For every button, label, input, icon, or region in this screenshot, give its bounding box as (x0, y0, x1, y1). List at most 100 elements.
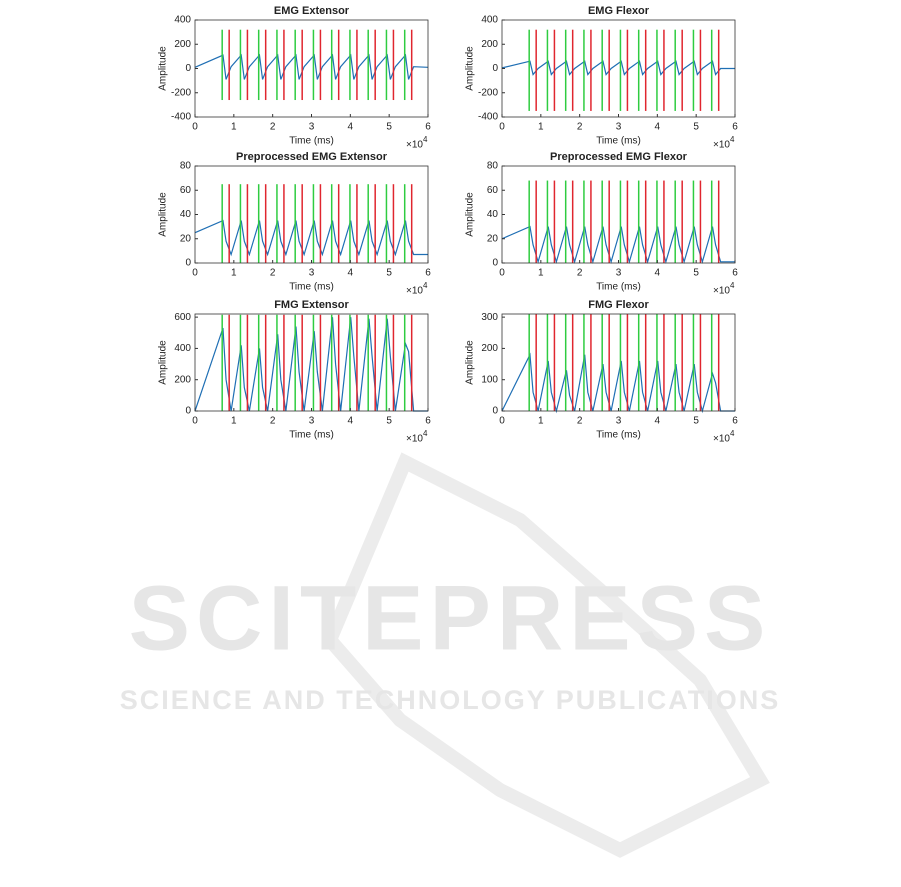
y-tick-label: 0 (492, 258, 498, 269)
y-tick-label: 200 (481, 39, 498, 50)
x-tick-label: 4 (655, 122, 661, 133)
x-offset-exponent: 4 (423, 281, 428, 290)
x-tick-label: 1 (231, 268, 237, 279)
x-axis-label: Time (ms) (289, 136, 334, 147)
y-tick-label: 300 (481, 312, 498, 323)
x-axis-label: Time (ms) (289, 282, 334, 293)
x-tick-label: 3 (616, 268, 622, 279)
subplot: 0 1 2 3 4 5 6 0 200 400 600 FMG Extensor Time (ms) Am… (158, 299, 432, 445)
y-tick-label: 0 (185, 406, 191, 417)
x-tick-label: 0 (192, 122, 198, 133)
y-tick-label: -200 (478, 87, 498, 98)
y-axis-label: Amplitude (465, 340, 476, 385)
y-tick-label: -400 (478, 112, 498, 123)
y-tick-label: 40 (180, 209, 192, 220)
x-tick-label: 0 (192, 416, 198, 427)
x-axis-label: Time (ms) (289, 430, 334, 441)
x-offset-exponent: 4 (730, 135, 735, 144)
y-tick-label: 200 (174, 374, 191, 385)
x-tick-label: 5 (386, 122, 392, 133)
x-tick-label: 0 (192, 268, 198, 279)
x-tick-label: 2 (270, 268, 276, 279)
x-tick-label: 6 (732, 416, 738, 427)
y-tick-label: 0 (492, 406, 498, 417)
x-tick-label: 4 (348, 268, 354, 279)
y-tick-label: 600 (174, 312, 191, 323)
y-axis-label: Amplitude (158, 340, 169, 385)
y-tick-label: 0 (492, 63, 498, 74)
x-offset-base: ×10 (713, 286, 730, 297)
x-tick-label: 3 (309, 416, 315, 427)
x-tick-label: 6 (425, 122, 431, 133)
x-offset-exponent: 4 (423, 429, 428, 438)
y-axis-label: Amplitude (465, 46, 476, 91)
x-tick-label: 4 (655, 416, 661, 427)
y-tick-label: 20 (487, 233, 499, 244)
x-tick-label: 1 (538, 268, 544, 279)
y-tick-label: 40 (487, 209, 499, 220)
x-offset-base: ×10 (406, 286, 423, 297)
x-tick-label: 5 (386, 268, 392, 279)
x-offset-exponent: 4 (423, 135, 428, 144)
y-tick-label: 100 (481, 374, 498, 385)
subplot: 0 1 2 3 4 5 6 -400 -200 0 200 400 EMG Flexor Time (ms… (465, 5, 739, 151)
y-tick-label: -400 (171, 112, 191, 123)
x-tick-label: 2 (577, 122, 583, 133)
x-tick-label: 5 (693, 122, 699, 133)
y-tick-label: 60 (487, 185, 499, 196)
y-tick-label: 200 (174, 39, 191, 50)
y-tick-label: 20 (180, 233, 192, 244)
x-tick-label: 4 (655, 268, 661, 279)
y-tick-label: 400 (174, 343, 191, 354)
subplot-title: Preprocessed EMG Extensor (236, 151, 388, 163)
x-tick-label: 2 (270, 416, 276, 427)
x-tick-label: 4 (348, 416, 354, 427)
y-tick-label: 0 (185, 258, 191, 269)
watermark-brand: SCITEPRESS (129, 567, 772, 669)
x-tick-label: 5 (693, 268, 699, 279)
x-tick-label: 3 (616, 122, 622, 133)
x-tick-label: 6 (425, 416, 431, 427)
x-tick-label: 1 (231, 122, 237, 133)
watermark-tagline: SCIENCE AND TECHNOLOGY PUBLICATIONS (120, 685, 781, 715)
subplot-title: EMG Flexor (588, 5, 650, 17)
subplot: 0 1 2 3 4 5 6 0 100 200 300 FMG Flexor Time (ms) Ampl… (465, 299, 739, 445)
watermark: SCITEPRESS SCIENCE AND TECHNOLOGY PUBLIC… (120, 452, 781, 858)
x-tick-label: 0 (499, 122, 505, 133)
watermark-logo (321, 452, 770, 858)
y-tick-label: 400 (481, 15, 498, 26)
subplot-title: EMG Extensor (274, 5, 350, 17)
y-tick-label: -200 (171, 87, 191, 98)
x-tick-label: 4 (348, 122, 354, 133)
subplot-title: FMG Flexor (588, 299, 649, 311)
x-tick-label: 5 (693, 416, 699, 427)
x-tick-label: 1 (538, 416, 544, 427)
subplot: 0 1 2 3 4 5 6 -400 -200 0 200 400 EMG Extensor Time (… (158, 5, 432, 151)
y-tick-label: 80 (487, 161, 499, 172)
y-tick-label: 0 (185, 63, 191, 74)
x-tick-label: 0 (499, 268, 505, 279)
y-tick-label: 400 (174, 15, 191, 26)
subplot-title: Preprocessed EMG Flexor (550, 151, 688, 163)
x-tick-label: 2 (270, 122, 276, 133)
y-axis-label: Amplitude (158, 192, 169, 237)
subplot-title: FMG Extensor (274, 299, 349, 311)
x-axis-label: Time (ms) (596, 136, 641, 147)
x-tick-label: 1 (538, 122, 544, 133)
x-tick-label: 3 (309, 122, 315, 133)
y-axis-label: Amplitude (158, 46, 169, 91)
x-tick-label: 6 (425, 268, 431, 279)
x-axis-label: Time (ms) (596, 430, 641, 441)
x-offset-base: ×10 (713, 140, 730, 151)
x-tick-label: 0 (499, 416, 505, 427)
x-offset-base: ×10 (406, 140, 423, 151)
y-axis-label: Amplitude (465, 192, 476, 237)
x-tick-label: 2 (577, 416, 583, 427)
y-tick-label: 80 (180, 161, 192, 172)
x-tick-label: 6 (732, 268, 738, 279)
x-offset-base: ×10 (713, 434, 730, 445)
x-tick-label: 2 (577, 268, 583, 279)
x-offset-exponent: 4 (730, 429, 735, 438)
